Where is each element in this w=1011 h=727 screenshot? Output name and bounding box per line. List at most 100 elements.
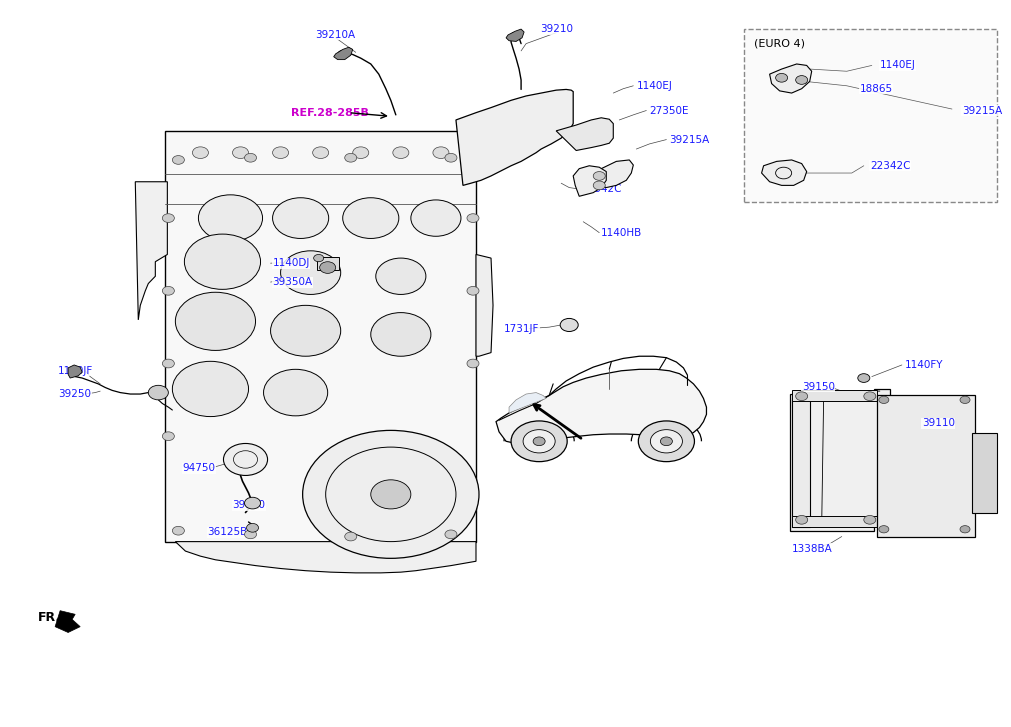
Circle shape xyxy=(523,430,555,453)
Circle shape xyxy=(273,147,288,158)
Polygon shape xyxy=(68,365,82,378)
Circle shape xyxy=(863,515,876,524)
Circle shape xyxy=(650,430,682,453)
Text: 1338BA: 1338BA xyxy=(792,544,832,554)
Text: 1140EJ: 1140EJ xyxy=(636,81,672,91)
Circle shape xyxy=(172,156,184,164)
Polygon shape xyxy=(456,89,573,185)
Circle shape xyxy=(445,530,457,539)
Text: 39215A: 39215A xyxy=(962,105,1002,116)
Circle shape xyxy=(172,526,184,535)
Polygon shape xyxy=(761,160,807,185)
Polygon shape xyxy=(334,47,353,60)
Circle shape xyxy=(302,430,479,558)
Circle shape xyxy=(445,153,457,162)
Polygon shape xyxy=(166,131,476,542)
Polygon shape xyxy=(135,182,168,320)
Polygon shape xyxy=(56,611,80,632)
Circle shape xyxy=(433,147,449,158)
Circle shape xyxy=(313,254,324,262)
Circle shape xyxy=(245,530,257,539)
Text: REF.28-285B: REF.28-285B xyxy=(290,108,368,118)
Text: 39215A: 39215A xyxy=(669,134,710,145)
Circle shape xyxy=(192,147,208,158)
Circle shape xyxy=(960,396,970,403)
Circle shape xyxy=(345,153,357,162)
Circle shape xyxy=(163,359,174,368)
Circle shape xyxy=(467,214,479,222)
Text: 1731JF: 1731JF xyxy=(504,324,540,334)
Circle shape xyxy=(371,480,410,509)
Text: 39210A: 39210A xyxy=(315,30,356,40)
Text: 36125B: 36125B xyxy=(207,527,248,537)
Circle shape xyxy=(593,181,606,190)
Bar xyxy=(792,516,877,527)
Polygon shape xyxy=(496,369,707,443)
Text: 39250: 39250 xyxy=(58,389,91,399)
Polygon shape xyxy=(591,160,633,188)
Circle shape xyxy=(467,359,479,368)
Polygon shape xyxy=(769,64,812,93)
Text: 1140EJ: 1140EJ xyxy=(880,60,916,71)
Circle shape xyxy=(660,437,672,446)
Bar xyxy=(316,257,339,270)
Circle shape xyxy=(184,234,261,289)
Circle shape xyxy=(960,526,970,533)
Circle shape xyxy=(879,396,889,403)
Circle shape xyxy=(273,198,329,238)
Text: 39150: 39150 xyxy=(802,382,835,392)
Circle shape xyxy=(775,73,788,82)
Circle shape xyxy=(281,251,341,294)
Circle shape xyxy=(533,437,545,446)
Circle shape xyxy=(271,305,341,356)
Text: 1140HB: 1140HB xyxy=(602,228,643,238)
Circle shape xyxy=(796,392,808,401)
Circle shape xyxy=(233,147,249,158)
Text: (EURO 4): (EURO 4) xyxy=(753,39,805,49)
Polygon shape xyxy=(175,542,476,573)
Circle shape xyxy=(319,262,336,273)
Circle shape xyxy=(353,147,369,158)
Text: FR.: FR. xyxy=(38,611,62,624)
Circle shape xyxy=(796,515,808,524)
Polygon shape xyxy=(573,166,607,196)
Circle shape xyxy=(245,497,261,509)
Circle shape xyxy=(410,200,461,236)
Circle shape xyxy=(638,421,695,462)
Circle shape xyxy=(175,292,256,350)
Text: 18865: 18865 xyxy=(859,84,893,94)
Circle shape xyxy=(857,374,869,382)
Circle shape xyxy=(512,421,567,462)
Text: 39110: 39110 xyxy=(922,418,955,428)
Text: 94750: 94750 xyxy=(182,463,215,473)
Text: 27350E: 27350E xyxy=(649,105,688,116)
Circle shape xyxy=(172,361,249,417)
Circle shape xyxy=(796,76,808,84)
Text: 39350A: 39350A xyxy=(273,277,312,287)
Circle shape xyxy=(593,172,606,180)
Circle shape xyxy=(467,286,479,295)
Circle shape xyxy=(393,147,408,158)
Circle shape xyxy=(345,532,357,541)
Circle shape xyxy=(376,258,426,294)
Circle shape xyxy=(371,313,431,356)
Polygon shape xyxy=(790,389,890,531)
Circle shape xyxy=(879,526,889,533)
Polygon shape xyxy=(507,29,524,41)
Polygon shape xyxy=(476,254,493,356)
Circle shape xyxy=(560,318,578,332)
Polygon shape xyxy=(556,118,614,150)
Bar xyxy=(877,395,975,537)
Text: 39180: 39180 xyxy=(233,500,266,510)
Bar xyxy=(972,433,997,513)
Circle shape xyxy=(245,153,257,162)
Circle shape xyxy=(863,392,876,401)
Bar xyxy=(792,398,810,527)
Circle shape xyxy=(163,286,174,295)
Text: 22342C: 22342C xyxy=(581,184,622,194)
Bar xyxy=(792,390,877,401)
Text: 39210: 39210 xyxy=(540,24,572,34)
Circle shape xyxy=(264,369,328,416)
Text: 1140DJ: 1140DJ xyxy=(273,258,310,268)
Text: 1140JF: 1140JF xyxy=(58,366,93,376)
